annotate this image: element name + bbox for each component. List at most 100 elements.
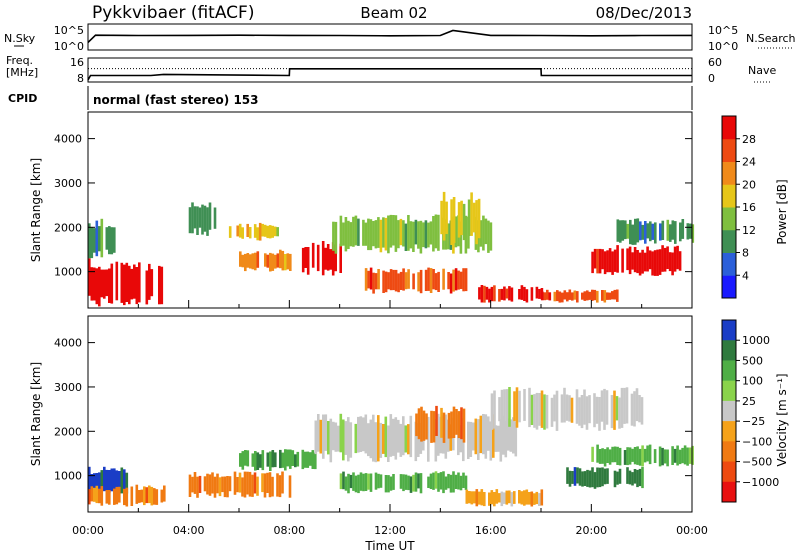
scatter-cell <box>492 414 495 458</box>
scatter-cell <box>407 424 410 455</box>
scatter-cell <box>276 227 279 237</box>
scatter-cell <box>123 264 126 306</box>
y-tick-label: 4000 <box>54 133 82 146</box>
scatter-cell <box>484 414 488 459</box>
scatter-cell <box>301 247 305 273</box>
scatter-cell <box>379 422 383 458</box>
scatter-cell <box>596 290 599 303</box>
scatter-cell <box>135 267 139 305</box>
scatter-cell <box>281 250 285 271</box>
scatter-cell <box>568 470 572 487</box>
scatter-cell <box>454 474 458 489</box>
colorbar-tick-label: −25 <box>742 415 765 428</box>
scatter-cell <box>319 419 323 454</box>
y-tick-label: 2000 <box>54 425 82 438</box>
scatter-cell <box>571 292 574 301</box>
scatter-cell <box>334 244 337 272</box>
scatter-cell <box>591 446 594 462</box>
scatter-cell <box>678 449 682 465</box>
scatter-cell <box>478 287 481 300</box>
scatter-cell <box>125 262 129 302</box>
scatter-cell <box>440 407 443 438</box>
scatter-cell <box>110 468 114 492</box>
freq-left-label: Freq. <box>6 54 33 67</box>
scatter-cell <box>392 418 395 456</box>
colorbar-tick-label: 8 <box>742 247 749 260</box>
scatter-cell <box>243 471 247 498</box>
scatter-cell <box>332 221 335 251</box>
scatter-cell <box>281 452 285 468</box>
scatter-cell <box>105 269 109 297</box>
scatter-cell <box>201 204 204 235</box>
scatter-cell <box>344 476 348 491</box>
scatter-cell <box>158 265 161 305</box>
scatter-cell <box>284 254 287 271</box>
x-tick-label: 00:00 <box>676 524 708 537</box>
scatter-cell <box>470 192 473 236</box>
scatter-cell <box>203 205 207 232</box>
scatter-cell <box>110 227 114 255</box>
scatter-cell <box>691 224 695 243</box>
scatter-cell <box>630 393 634 426</box>
scatter-cell <box>266 225 269 239</box>
scatter-cell <box>452 197 456 243</box>
scatter-cell <box>487 416 490 451</box>
scatter-cell <box>498 397 501 422</box>
scatter-cell <box>140 489 144 503</box>
scatter-cell <box>389 214 393 248</box>
scatter-cell <box>462 268 465 292</box>
scatter-cell <box>538 393 541 426</box>
scatter-cell <box>445 201 448 234</box>
scatter-cell <box>593 248 597 269</box>
x-tick-label: 08:00 <box>273 524 305 537</box>
scatter-cell <box>447 412 451 439</box>
scatter-cell <box>239 251 242 267</box>
scatter-cell <box>473 491 476 504</box>
velocity-ylabel: Slant Range [km] <box>29 362 43 466</box>
scatter-cell <box>369 473 373 492</box>
scatter-cell <box>95 220 99 257</box>
scatter-cell <box>263 224 267 237</box>
scatter-cell <box>429 268 433 293</box>
scatter-cell <box>490 393 494 430</box>
scatter-cell <box>493 390 496 429</box>
scatter-cell <box>475 489 479 507</box>
colorbar-swatch <box>722 275 736 299</box>
scatter-cell <box>566 292 569 302</box>
scatter-cell <box>153 488 156 505</box>
scatter-cell <box>414 219 418 245</box>
scatter-cell <box>88 258 91 296</box>
scatter-cell <box>619 220 622 243</box>
scatter-cell <box>268 225 272 239</box>
scatter-cell <box>95 268 99 305</box>
colorbar-tick-label: 25 <box>742 395 756 408</box>
scatter-cell <box>636 250 639 274</box>
scatter-cell <box>540 489 544 506</box>
scatter-cell <box>648 250 652 270</box>
scatter-cell <box>454 216 458 248</box>
scatter-cell <box>103 269 106 299</box>
scatter-cell <box>472 202 476 233</box>
cpid-value: normal (fast stereo) 153 <box>93 93 259 107</box>
scatter-cell <box>638 395 641 423</box>
scatter-cell <box>233 471 237 495</box>
scatter-cell <box>332 421 335 451</box>
scatter-cell <box>643 448 647 463</box>
scatter-cell <box>504 420 508 458</box>
scatter-cell <box>449 474 453 493</box>
velocity-panel: 1000 2000 3000 4000 00:00 04:00 08:00 12:00 16:… <box>29 315 789 553</box>
scatter-cell <box>402 268 405 291</box>
scatter-cell <box>600 390 604 422</box>
scatter-cell <box>464 475 468 490</box>
scatter-cell <box>503 286 506 301</box>
scatter-cell <box>394 417 398 460</box>
scatter-cell <box>105 490 109 504</box>
scatter-cell <box>651 251 654 276</box>
scatter-cell <box>294 454 297 468</box>
scatter-cell <box>429 473 433 489</box>
scatter-cell <box>512 417 515 454</box>
scatter-cell <box>419 473 423 494</box>
scatter-cell <box>616 471 619 485</box>
scatter-cell <box>367 473 370 490</box>
scatter-cell <box>543 394 546 430</box>
